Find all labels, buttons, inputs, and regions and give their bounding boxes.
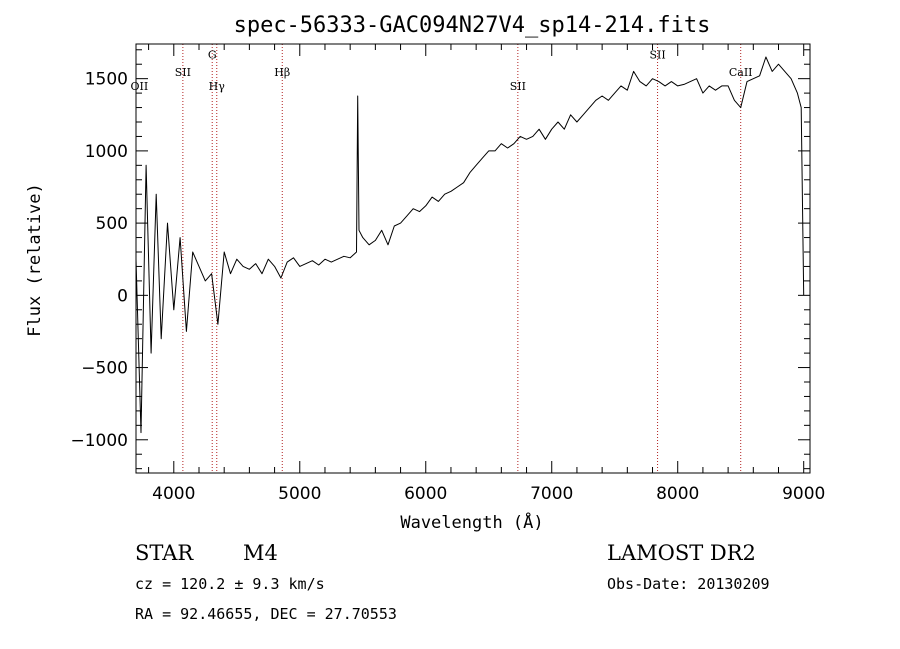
- x-axis-label: Wavelength (Å): [400, 511, 543, 533]
- reference-line-label: SII: [510, 80, 526, 93]
- spectral-type: M4: [243, 541, 278, 565]
- axis-ticks: 4000 5000 6000 7000 8000 9000 −1000 −500 0 500 100…: [70, 44, 825, 504]
- y-tick-label: −1000: [70, 431, 128, 451]
- y-tick-label: 500: [96, 214, 128, 234]
- chart-title: spec-56333-GAC094N27V4_sp14-214.fits: [234, 13, 711, 38]
- x-tick-label: 4000: [152, 484, 195, 504]
- reference-line-label: G: [208, 48, 217, 61]
- reference-line-label: Hβ: [274, 66, 290, 79]
- y-tick-label: 0: [117, 286, 128, 306]
- object-class: STAR: [135, 541, 194, 565]
- observation-date: Obs-Date: 20130209: [607, 575, 770, 593]
- reference-line-label: CaII: [729, 66, 753, 79]
- reference-line-label: Hγ: [209, 80, 226, 93]
- redshift-info: cz = 120.2 ± 9.3 km/s: [135, 575, 325, 593]
- reference-line-label: SII: [175, 66, 191, 79]
- reference-line-label: SII: [649, 48, 665, 61]
- series-line: [135, 56, 805, 434]
- y-tick-label: −500: [81, 359, 128, 379]
- survey-name: LAMOST DR2: [607, 541, 756, 565]
- reference-line-label: OII: [131, 80, 149, 93]
- y-tick-label: 1000: [85, 142, 128, 162]
- x-tick-label: 6000: [404, 484, 447, 504]
- x-tick-label: 7000: [530, 484, 573, 504]
- y-axis-label: Flux (relative): [25, 183, 45, 337]
- x-tick-label: 8000: [656, 484, 699, 504]
- y-tick-label: 1500: [85, 70, 128, 90]
- x-tick-label: 9000: [782, 484, 825, 504]
- coordinates-info: RA = 92.46655, DEC = 27.70553: [135, 605, 397, 623]
- x-tick-label: 5000: [278, 484, 321, 504]
- plot-frame: [135, 43, 811, 474]
- reference-lines: OII SII G Hγ Hβ SII SII CaII: [131, 44, 753, 473]
